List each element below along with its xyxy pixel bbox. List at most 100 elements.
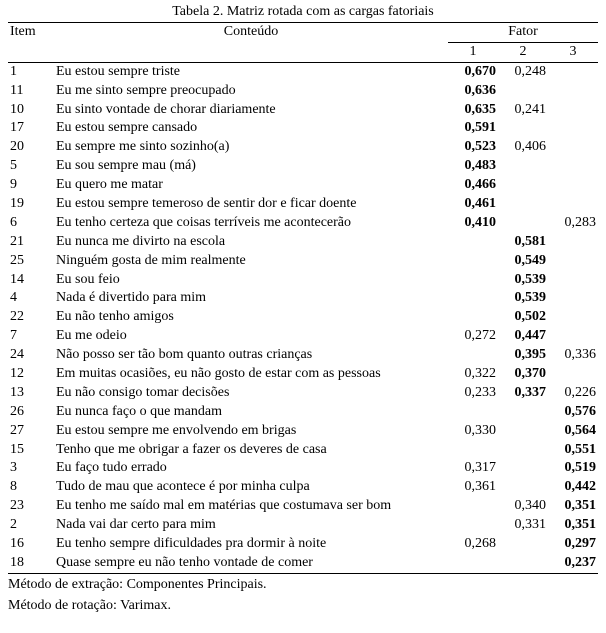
- cell-content: Eu não tenho amigos: [54, 308, 448, 327]
- footnote-rotation: Método de rotação: Varimax.: [8, 597, 598, 616]
- cell-f2: 0,340: [498, 497, 548, 516]
- table-row: 9Eu quero me matar0,466: [8, 176, 598, 195]
- cell-item: 12: [8, 365, 54, 384]
- cell-f1: 0,461: [448, 195, 498, 214]
- cell-content: Nada é divertido para mim: [54, 289, 448, 308]
- cell-f3: 0,297: [548, 535, 598, 554]
- cell-f2: [498, 459, 548, 478]
- cell-f1: 0,361: [448, 478, 498, 497]
- cell-item: 23: [8, 497, 54, 516]
- cell-f1: 0,635: [448, 101, 498, 120]
- cell-f2: [498, 176, 548, 195]
- cell-item: 6: [8, 214, 54, 233]
- cell-content: Em muitas ocasiões, eu não gosto de esta…: [54, 365, 448, 384]
- cell-item: 26: [8, 403, 54, 422]
- cell-item: 7: [8, 327, 54, 346]
- cell-f2: 0,241: [498, 101, 548, 120]
- table-row: 7Eu me odeio0,2720,447: [8, 327, 598, 346]
- cell-f1: [448, 554, 498, 573]
- cell-f2: 0,502: [498, 308, 548, 327]
- cell-f3: [548, 365, 598, 384]
- cell-f2: [498, 82, 548, 101]
- cell-f3: 0,576: [548, 403, 598, 422]
- cell-f2: 0,539: [498, 271, 548, 290]
- cell-f3: [548, 233, 598, 252]
- col-header-factor: Fator: [448, 23, 598, 43]
- table-row: 2Nada vai dar certo para mim0,3310,351: [8, 516, 598, 535]
- footnote-extraction: Método de extração: Componentes Principa…: [8, 576, 598, 595]
- table-row: 19Eu estou sempre temeroso de sentir dor…: [8, 195, 598, 214]
- cell-f3: 0,551: [548, 441, 598, 460]
- cell-content: Eu estou sempre cansado: [54, 119, 448, 138]
- cell-f2: 0,406: [498, 138, 548, 157]
- cell-content: Eu nunca me divirto na escola: [54, 233, 448, 252]
- cell-f1: 0,670: [448, 62, 498, 81]
- cell-content: Eu estou sempre me envolvendo em brigas: [54, 422, 448, 441]
- cell-f2: [498, 535, 548, 554]
- cell-f1: 0,322: [448, 365, 498, 384]
- cell-f1: [448, 497, 498, 516]
- cell-content: Tenho que me obrigar a fazer os deveres …: [54, 441, 448, 460]
- cell-f2: 0,337: [498, 384, 548, 403]
- col-header-content: Conteúdo: [54, 23, 448, 63]
- cell-item: 16: [8, 535, 54, 554]
- cell-content: Eu sou feio: [54, 271, 448, 290]
- cell-f2: [498, 554, 548, 573]
- cell-f2: 0,370: [498, 365, 548, 384]
- cell-f1: [448, 403, 498, 422]
- cell-f2: [498, 403, 548, 422]
- cell-item: 1: [8, 62, 54, 81]
- cell-f2: 0,581: [498, 233, 548, 252]
- cell-content: Eu nunca faço o que mandam: [54, 403, 448, 422]
- cell-f2: [498, 422, 548, 441]
- cell-f3: [548, 195, 598, 214]
- table-caption: Tabela 2. Matriz rotada com as cargas fa…: [8, 4, 598, 20]
- cell-item: 19: [8, 195, 54, 214]
- col-header-f3: 3: [548, 42, 598, 62]
- cell-f3: 0,564: [548, 422, 598, 441]
- cell-f1: [448, 516, 498, 535]
- cell-f2: [498, 157, 548, 176]
- cell-f3: [548, 62, 598, 81]
- cell-item: 17: [8, 119, 54, 138]
- table-row: 27Eu estou sempre me envolvendo em briga…: [8, 422, 598, 441]
- table-row: 17Eu estou sempre cansado0,591: [8, 119, 598, 138]
- cell-item: 27: [8, 422, 54, 441]
- cell-item: 15: [8, 441, 54, 460]
- cell-f1: [448, 441, 498, 460]
- cell-f3: 0,351: [548, 497, 598, 516]
- cell-f2: [498, 214, 548, 233]
- cell-f2: 0,395: [498, 346, 548, 365]
- cell-f3: [548, 289, 598, 308]
- cell-item: 10: [8, 101, 54, 120]
- table-row: 12Em muitas ocasiões, eu não gosto de es…: [8, 365, 598, 384]
- cell-content: Não posso ser tão bom quanto outras cria…: [54, 346, 448, 365]
- cell-f3: [548, 119, 598, 138]
- cell-f3: [548, 101, 598, 120]
- cell-item: 18: [8, 554, 54, 573]
- table-row: 24Não posso ser tão bom quanto outras cr…: [8, 346, 598, 365]
- cell-content: Eu me odeio: [54, 327, 448, 346]
- cell-f2: 0,331: [498, 516, 548, 535]
- cell-f3: [548, 327, 598, 346]
- table-row: 14Eu sou feio0,539: [8, 271, 598, 290]
- table-row: 11Eu me sinto sempre preocupado0,636: [8, 82, 598, 101]
- col-header-item: Item: [8, 23, 54, 63]
- cell-f2: 0,447: [498, 327, 548, 346]
- cell-f1: 0,272: [448, 327, 498, 346]
- cell-f1: [448, 233, 498, 252]
- cell-content: Eu estou sempre triste: [54, 62, 448, 81]
- cell-content: Quase sempre eu não tenho vontade de com…: [54, 554, 448, 573]
- factor-loadings-table: Item Conteúdo Fator 1 2 3 1Eu estou semp…: [8, 22, 598, 574]
- cell-f3: [548, 157, 598, 176]
- cell-f2: [498, 119, 548, 138]
- table-row: 10Eu sinto vontade de chorar diariamente…: [8, 101, 598, 120]
- col-header-f2: 2: [498, 42, 548, 62]
- cell-f2: 0,539: [498, 289, 548, 308]
- cell-f2: [498, 478, 548, 497]
- cell-f1: 0,483: [448, 157, 498, 176]
- table-row: 5Eu sou sempre mau (má)0,483: [8, 157, 598, 176]
- cell-f3: 0,283: [548, 214, 598, 233]
- cell-f1: 0,317: [448, 459, 498, 478]
- cell-f3: [548, 82, 598, 101]
